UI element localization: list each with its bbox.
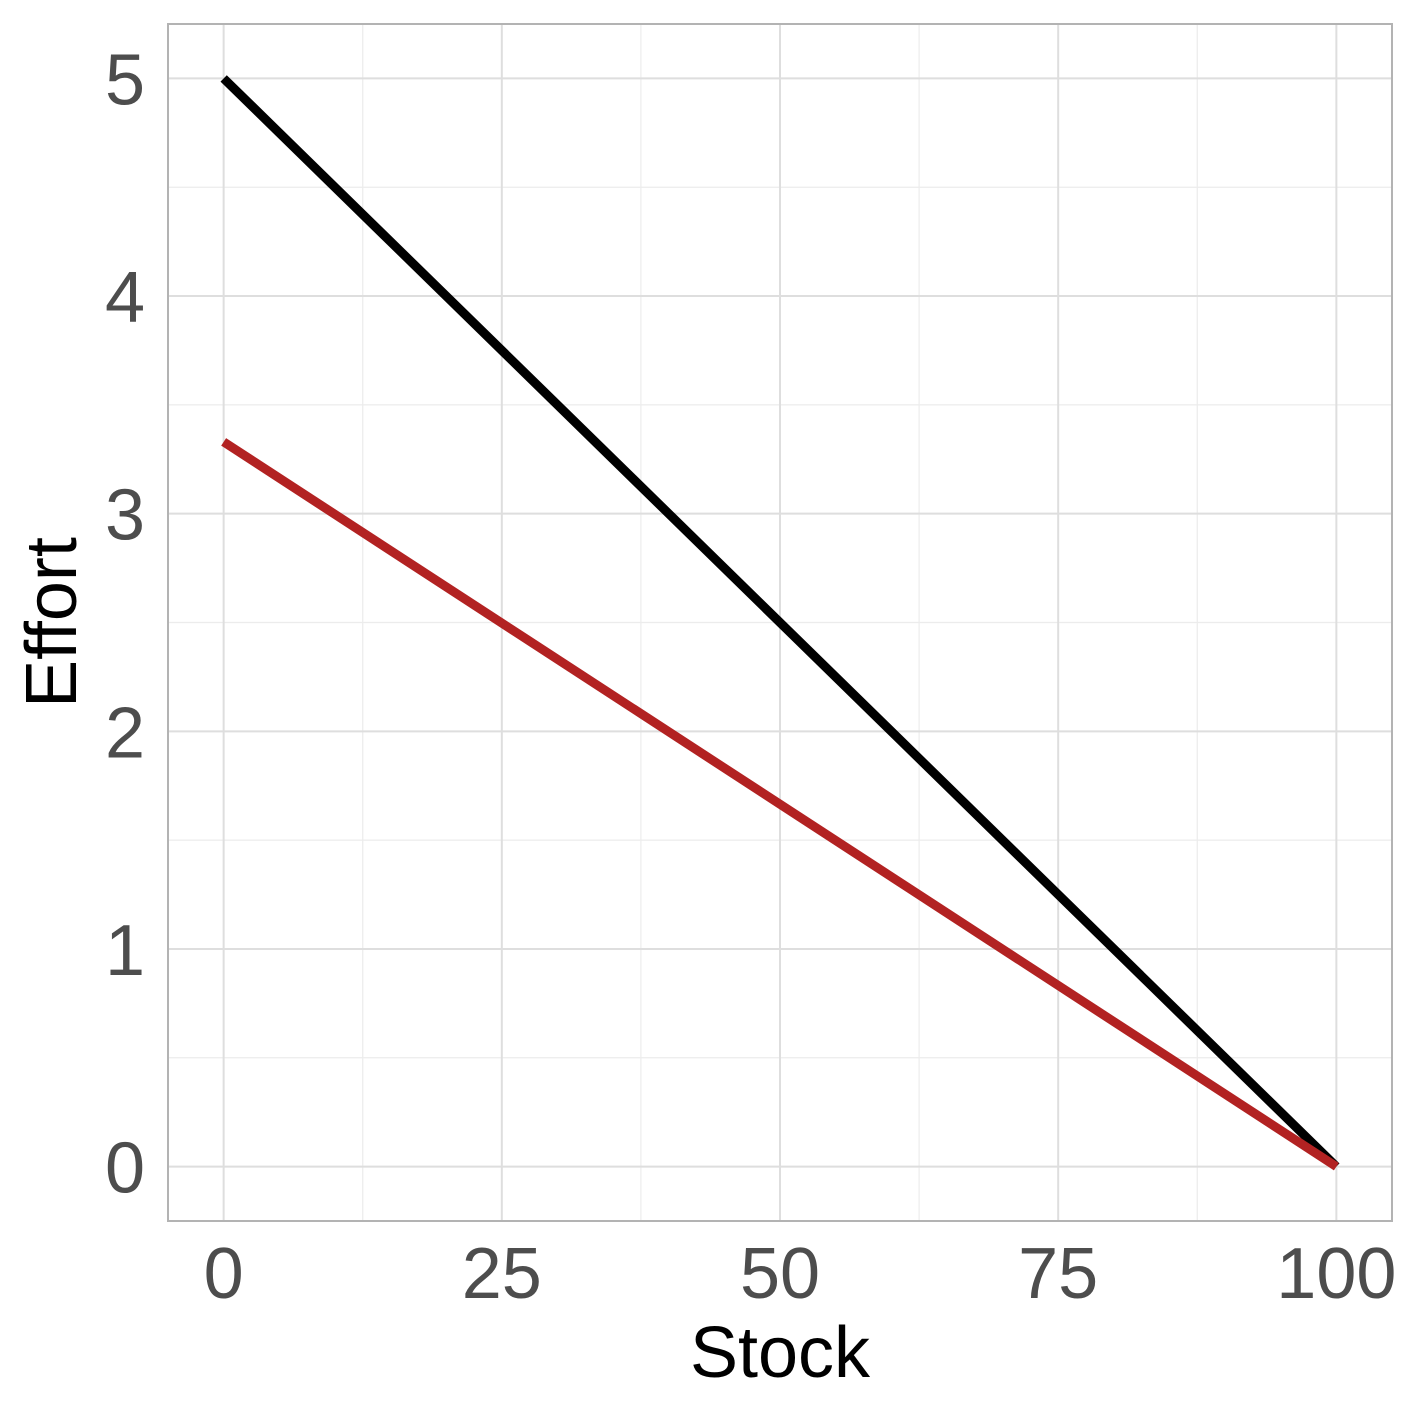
y-axis-title: Effort bbox=[12, 537, 92, 708]
y-tick-label: 2 bbox=[105, 693, 145, 773]
x-tick-label: 50 bbox=[740, 1234, 820, 1314]
y-tick-label: 4 bbox=[105, 258, 145, 338]
y-tick-label: 1 bbox=[105, 911, 145, 991]
x-axis-tick-labels: 0 25 50 75 100 bbox=[204, 1234, 1397, 1314]
y-axis-tick-labels: 0 1 2 3 4 5 bbox=[105, 40, 145, 1208]
y-tick-label: 3 bbox=[105, 476, 145, 556]
y-tick-label: 0 bbox=[105, 1129, 145, 1209]
x-axis-title: Stock bbox=[690, 1313, 871, 1393]
series-line-1 bbox=[220, 75, 1340, 1170]
series-lines bbox=[220, 75, 1340, 1171]
x-tick-label: 25 bbox=[462, 1234, 542, 1314]
x-tick-label: 100 bbox=[1276, 1234, 1396, 1314]
major-gridlines bbox=[168, 24, 1392, 1221]
series-line-2 bbox=[221, 438, 1339, 1171]
x-tick-label: 75 bbox=[1018, 1234, 1098, 1314]
plot-panel-border bbox=[167, 23, 1393, 1222]
y-tick-label: 5 bbox=[105, 40, 145, 120]
x-tick-label: 0 bbox=[204, 1234, 244, 1314]
